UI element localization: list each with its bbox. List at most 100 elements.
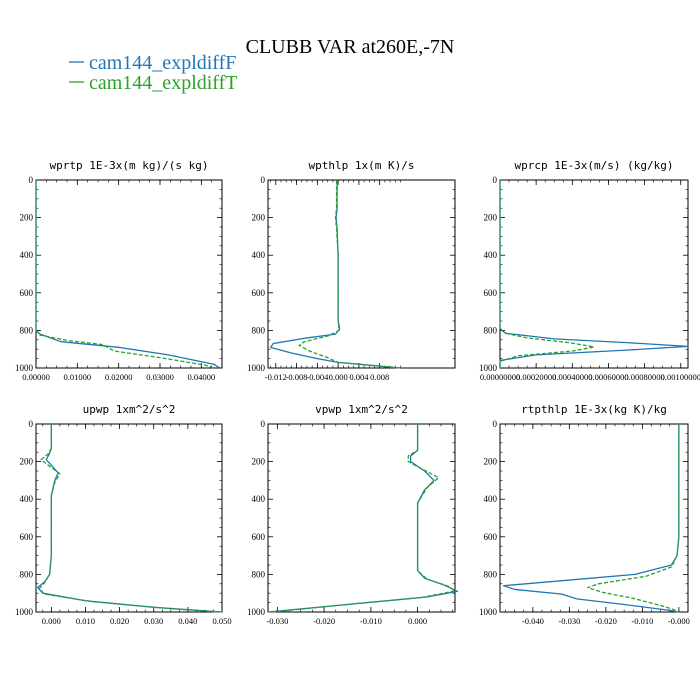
y-tick-label: 600 [252,532,266,542]
y-tick-label: 0 [29,419,34,429]
y-tick-label: 200 [252,213,266,223]
subplot-3: wprcp 1E-3x(m/s) (kg/kg) 0 200 400 600 800 100… [479,159,700,382]
series-line-2 [499,180,595,368]
y-tick-label: 800 [20,569,34,579]
x-tick-label: -0.010 [631,616,653,626]
x-tick-label: 0.04000 [188,372,216,382]
subplot-title: vpwp 1xm^2/s^2 [315,403,408,416]
y-tick-label: 400 [252,250,266,260]
y-tick-label: 200 [484,213,498,223]
x-tick-label: 0.020 [110,616,129,626]
x-tick-label: 0.000 [329,372,348,382]
series-line-1 [267,424,458,613]
x-tick-label: -0.012 [265,372,287,382]
subplot-title: wprcp 1E-3x(m/s) (kg/kg) [515,159,674,172]
y-tick-label: 400 [20,494,34,504]
legend-label-series-2: cam144_expldiffT [89,72,237,94]
y-tick-label: 0 [261,419,266,429]
y-tick-label: 200 [252,457,266,467]
y-tick-label: 600 [20,532,34,542]
y-tick-label: 800 [252,325,266,335]
x-tick-label: -0.004 [306,372,329,382]
y-tick-label: 200 [20,213,34,223]
series-line-2 [272,424,456,613]
y-tick-label: 0 [29,175,34,185]
plot-frame [35,423,223,613]
plot-frame [267,423,456,613]
x-tick-label: 0.00040000 [552,372,592,382]
x-tick-label: 0.050 [212,616,231,626]
x-tick-label: 0.004 [349,372,369,382]
y-tick-label: 1000 [479,607,498,617]
x-tick-label: -0.040 [522,616,544,626]
subplot-title: upwp 1xm^2/s^2 [83,403,176,416]
series-line-2 [35,180,214,369]
y-tick-label: 400 [484,494,498,504]
x-tick-label: 0.008 [370,372,389,382]
subplot-2: wpthlp 1x(m K)/s02004006008001000-0.012-… [247,159,456,382]
y-tick-label: 800 [484,569,498,579]
subplot-4: upwp 1xm^2/s^2 0 200 400 600 800 1000 0.000 0.01… [15,403,232,626]
subplot-6: rtpthlp 1E-3x(kg K)/kg 0 200 400 600 800 1000 -… [479,403,690,626]
x-tick-label: -0.030 [558,616,580,626]
x-tick-label: -0.020 [595,616,617,626]
series-line-1 [269,180,401,369]
x-tick-label: 0.00100000 [661,372,700,382]
x-tick-label: 0.02000 [105,372,133,382]
series-line-2 [586,424,680,613]
subplot-1: wprtp 1E-3x(m kg)/(s kg) 0 200 400 600 800 100… [15,159,223,382]
x-tick-label: 0.000 [42,616,61,626]
x-tick-label: 0.00060000 [588,372,628,382]
x-tick-label: -0.030 [266,616,288,626]
x-tick-label: 0.01000 [64,372,92,382]
x-tick-label: -0.010 [360,616,382,626]
subplot-title: wpthlp 1x(m K)/s [309,159,415,172]
x-tick-label: -0.008 [286,372,308,382]
x-tick-label: 0.03000 [146,372,174,382]
legend-label-series-1: cam144_expldiffF [89,52,236,74]
subplot-5: vpwp 1xm^2/s^2 0 200 400 600 800 1000-0.030 -0.… [247,403,458,626]
x-tick-label: -0.020 [313,616,335,626]
subplot-grid: wprtp 1E-3x(m kg)/(s kg) 0 200 400 600 800 100… [15,159,700,626]
x-tick-label: 0.00080000 [624,372,664,382]
y-tick-label: 400 [484,250,498,260]
y-tick-label: 800 [252,569,266,579]
y-tick-label: 0 [493,419,498,429]
y-tick-label: 400 [20,250,34,260]
y-tick-label: 200 [484,457,498,467]
series-line-1 [35,180,221,369]
y-tick-label: 800 [484,325,498,335]
x-tick-label: 0.00020000 [516,372,556,382]
subplot-title: rtpthlp 1E-3x(kg K)/kg [521,403,667,416]
series-line-2 [298,180,401,369]
series-line-1 [499,180,689,368]
series-line-1 [503,424,680,613]
x-tick-label: 0.00000 [22,372,50,382]
x-tick-label: 0.040 [178,616,197,626]
y-tick-label: 1000 [247,363,266,373]
y-tick-label: 600 [20,288,34,298]
series-line-1 [37,424,223,613]
x-tick-label: 0.000 [408,616,427,626]
y-tick-label: 800 [20,325,34,335]
x-tick-label: 0.010 [76,616,95,626]
y-tick-label: 600 [484,532,498,542]
figure-title: CLUBB VAR at260E,-7N [246,36,455,58]
y-tick-label: 0 [493,175,498,185]
y-tick-label: 1000 [479,363,498,373]
figure-legend: cam144_expldiffF cam144_expldiffT [69,52,237,94]
y-tick-label: 600 [484,288,498,298]
y-tick-label: 1000 [15,363,34,373]
y-tick-label: 1000 [247,607,266,617]
x-tick-label: 0.030 [144,616,163,626]
y-tick-label: 400 [252,494,266,504]
y-tick-label: 600 [252,288,266,298]
x-tick-label: -0.000 [668,616,690,626]
y-tick-label: 0 [261,175,266,185]
y-tick-label: 200 [20,457,34,467]
y-tick-label: 1000 [15,607,34,617]
x-tick-label: 0.00000000 [480,372,520,382]
subplot-title: wprtp 1E-3x(m kg)/(s kg) [50,159,209,172]
series-line-2 [38,424,219,613]
